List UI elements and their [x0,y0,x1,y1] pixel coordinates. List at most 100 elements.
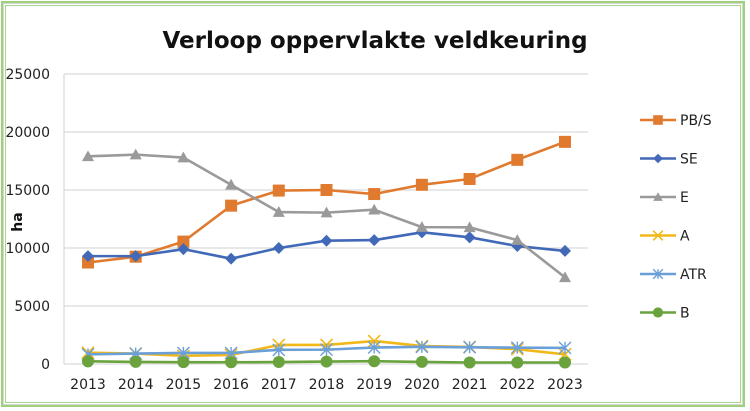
data-point [463,221,476,233]
data-point [129,148,142,160]
data-point [415,355,428,368]
data-point [559,135,571,148]
legend-marker [652,268,664,280]
legend-marker [652,307,664,318]
legend-item-atr: ATR [640,267,707,283]
data-point [225,252,238,265]
x-tick-label: 2014 [118,377,154,393]
legend-item-pb-s: PB/S [640,113,712,129]
data-point [320,234,333,247]
data-point [129,250,142,263]
x-tick-label: 2016 [213,377,249,393]
x-tick-label: 2018 [309,377,345,393]
data-point [368,355,381,368]
data-point [368,234,381,247]
x-tick-label: 2017 [261,377,297,393]
data-point [272,206,285,217]
data-point [82,355,94,368]
x-tick-label: 2021 [452,377,488,393]
data-point [225,356,238,369]
series-b [82,355,571,369]
legend-label: A [680,229,690,245]
gridlines [63,73,588,365]
x-tick-label: 2020 [404,377,440,393]
data-point [368,188,381,201]
data-point [320,206,333,218]
data-point [511,356,524,369]
legend-label: PB/S [680,113,712,129]
data-point [510,341,524,355]
y-tick-label: 0 [41,357,50,373]
data-point [367,341,381,355]
x-axis-ticks: 2013 2014 2015 2016 2017 2018 2019 2020 2021 2022… [70,377,583,393]
legend-item-e: E [640,190,689,206]
series-e [82,148,571,283]
data-point [272,242,285,254]
data-point [559,271,571,283]
legend-marker [653,153,663,164]
legend-label: SE [680,152,698,168]
data-point [415,340,429,354]
x-tick-label: 2013 [70,377,106,393]
y-tick-label: 10000 [5,241,50,257]
y-axis-title: ha [10,212,26,231]
y-tick-label: 20000 [5,125,50,141]
data-point [177,356,190,369]
y-tick-label: 25000 [5,67,50,83]
y-tick-label: 15000 [5,183,50,199]
data-point [82,250,94,263]
data-point [225,199,238,212]
data-point [225,178,238,190]
series-se [82,226,571,265]
chart-title: Verloop oppervlakte veldkeuring [162,28,587,54]
data-point [272,356,285,369]
legend-marker [652,230,664,241]
data-point [82,256,94,269]
x-tick-label: 2022 [499,377,535,393]
data-point [177,151,190,163]
legend-item-a: A [640,229,690,245]
y-tick-label: 5000 [14,299,50,315]
data-point [559,356,571,369]
x-tick-label: 2015 [166,377,202,393]
data-point [463,356,476,369]
data-point [415,221,428,232]
data-point [368,203,381,215]
data-point [177,243,190,256]
chart-frame-inner [5,5,741,403]
chart-frame-gap [3,3,743,405]
data-point [511,234,524,245]
series-group [81,135,572,369]
legend-label: E [680,190,689,206]
data-point [320,184,333,196]
legend: PB/S SE E A ATR B [640,113,712,322]
data-point [129,355,142,368]
data-point [320,355,333,368]
data-point [272,184,285,197]
series-atr [81,340,572,361]
data-point [367,334,381,348]
legend-label: B [680,306,690,322]
data-point [463,340,477,354]
data-point [82,150,94,162]
y-axis-ticks: 0 5000 10000 15000 20000 25000 [5,67,50,373]
x-tick-label: 2023 [547,377,583,393]
x-tick-label: 2019 [356,377,392,393]
data-point [559,244,571,257]
series-pb-s [82,135,571,269]
data-point [177,235,190,248]
chart-frame-outer [1,1,745,407]
legend-item-se: SE [640,152,698,168]
legend-marker [653,115,663,125]
data-point [272,343,286,357]
legend-marker [653,192,663,201]
legend-label: ATR [680,267,707,283]
data-point [558,341,572,355]
legend-item-b: B [640,306,690,322]
data-point [511,153,524,166]
data-point [463,231,476,244]
data-point [463,172,476,185]
data-point [320,343,333,357]
data-point [415,178,428,191]
